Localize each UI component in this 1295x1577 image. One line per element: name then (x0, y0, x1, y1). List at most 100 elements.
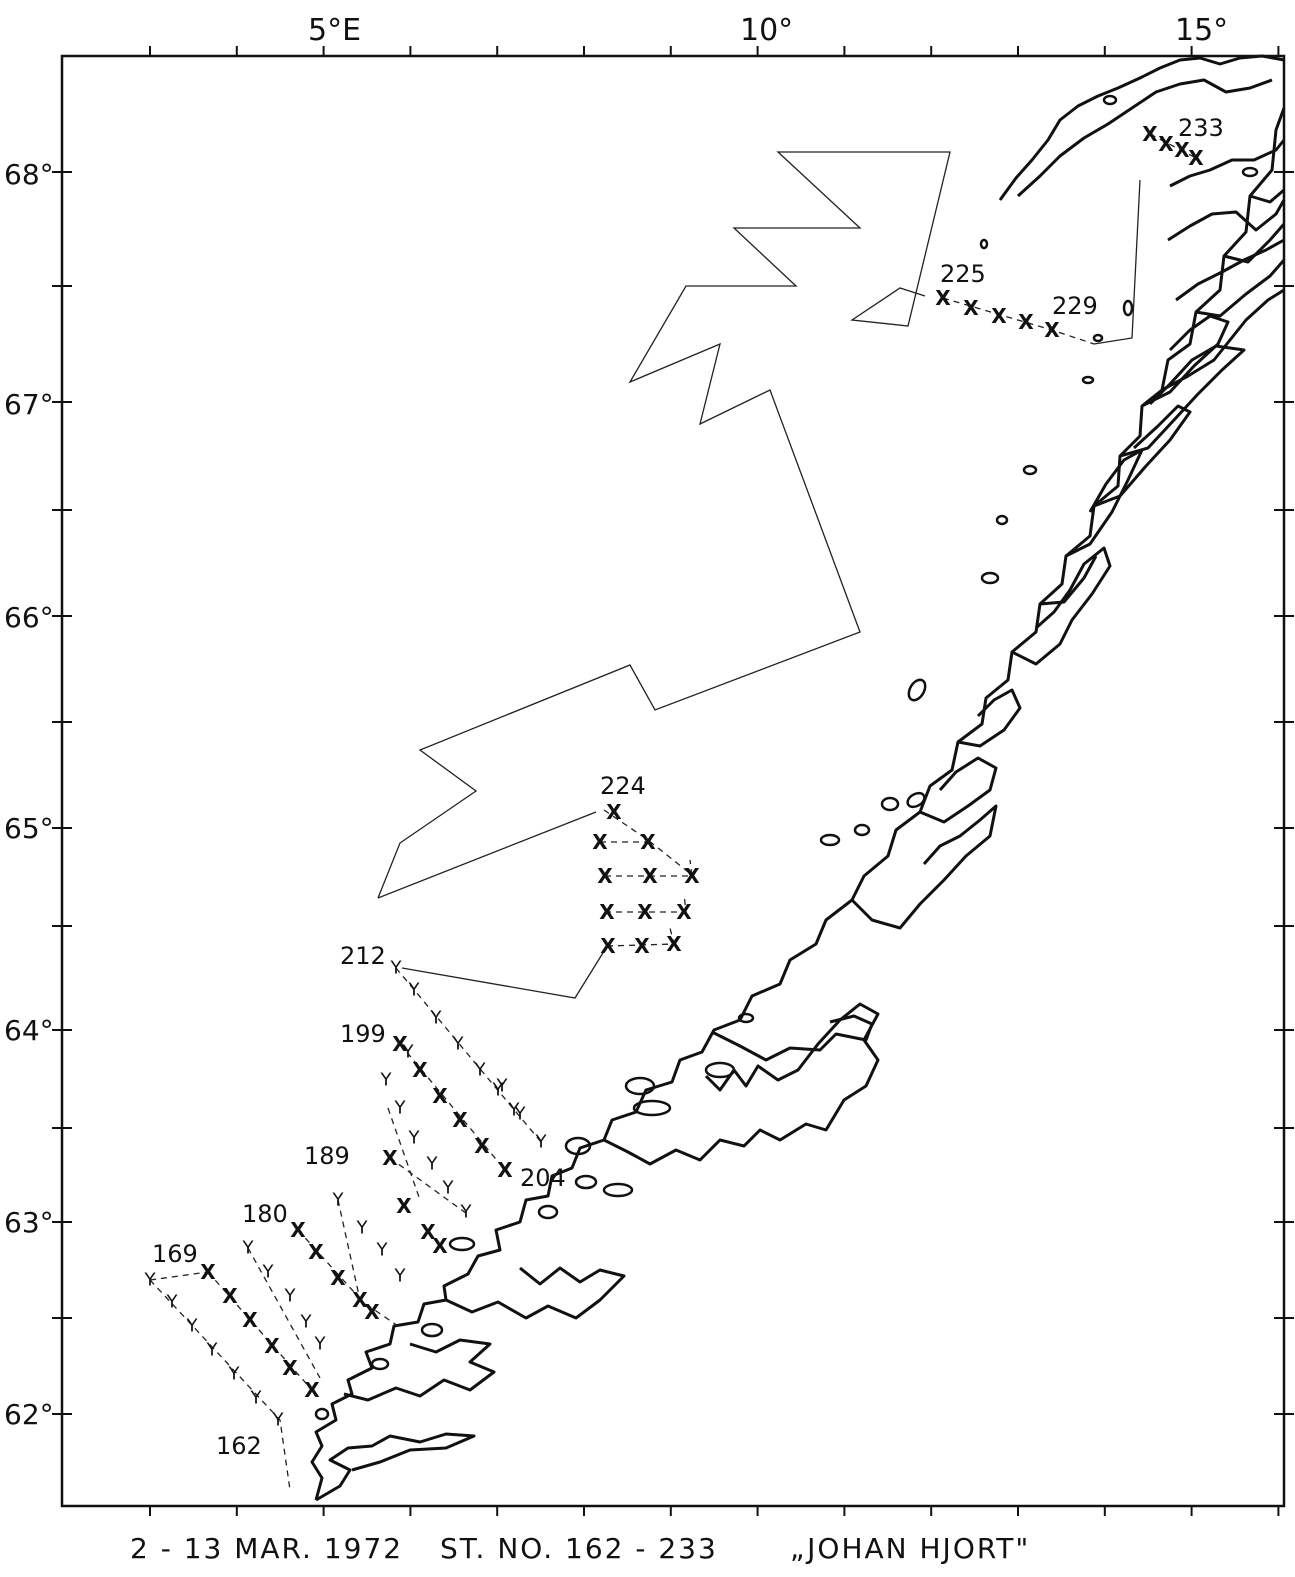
station-marker-x: X (666, 932, 682, 956)
station-marker-y: Y (394, 1266, 407, 1287)
station-marker-x: X (497, 1158, 513, 1182)
station-marker-x: X (396, 1194, 412, 1218)
station-marker-x: X (432, 1084, 448, 1108)
station-label-224: 224 (600, 772, 646, 800)
latitude-label-66: 66° (4, 601, 54, 634)
station-marker-x: X (640, 830, 656, 854)
latitude-label-65: 65° (4, 812, 54, 845)
latitude-label-64: 64° (4, 1014, 54, 1047)
station-marker-x: X (200, 1260, 216, 1284)
station-marker-y: Y (300, 1312, 313, 1333)
station-marker-x: X (1142, 122, 1158, 146)
station-marker-x: X (452, 1108, 468, 1132)
caption-dates: 2 - 13 MAR. 1972 (130, 1532, 404, 1565)
station-label-189: 189 (304, 1142, 350, 1170)
station-markers: X X XXX X X X XXX XX X XX X XX X XXXXXXXXXXXXXXXXXXXX… (144, 122, 1205, 1431)
station-marker-y: Y (535, 1132, 548, 1153)
station-marker-y: Y (430, 1008, 443, 1029)
station-marker-y: Y (356, 1218, 369, 1239)
station-marker-y: Y (380, 1070, 393, 1091)
station-marker-y: Y (474, 1060, 487, 1081)
station-marker-x: X (242, 1308, 258, 1332)
longitude-label-15: 15° (1175, 13, 1228, 48)
station-label-233: 233 (1178, 114, 1224, 142)
station-marker-y: Y (186, 1316, 199, 1337)
station-marker-x: X (290, 1218, 306, 1242)
longitude-label-10: 10° (740, 13, 793, 48)
station-marker-x: X (364, 1300, 380, 1324)
station-marker-x: X (597, 864, 613, 888)
station-marker-x: X (935, 286, 951, 310)
station-marker-y: Y (402, 1042, 415, 1063)
station-marker-x: X (392, 1032, 408, 1056)
station-marker-x: X (1018, 310, 1034, 334)
station-marker-y: Y (272, 1410, 285, 1431)
station-marker-x: X (1044, 318, 1060, 342)
latitude-label-67: 67° (4, 388, 54, 421)
station-marker-x: X (642, 864, 658, 888)
station-marker-y: Y (144, 1270, 157, 1291)
station-marker-x: X (600, 934, 616, 958)
station-label-212: 212 (340, 942, 386, 970)
station-label-225: 225 (940, 260, 986, 288)
station-marker-y: Y (496, 1076, 509, 1097)
station-transects (149, 133, 1197, 1491)
station-marker-x: X (599, 900, 615, 924)
station-marker-x: X (1174, 138, 1190, 162)
caption-vessel: „JOHAN HJORT" (790, 1532, 1031, 1565)
station-marker-x: X (308, 1240, 324, 1264)
station-marker-y: Y (206, 1340, 219, 1361)
station-marker-y: Y (514, 1104, 527, 1125)
station-marker-y: Y (262, 1262, 275, 1283)
station-marker-x: X (963, 296, 979, 320)
station-marker-y: Y (284, 1286, 297, 1307)
station-marker-x: X (634, 934, 650, 958)
station-label-204: 204 (520, 1164, 566, 1192)
station-marker-x: X (432, 1234, 448, 1258)
station-marker-x: X (330, 1266, 346, 1290)
station-marker-x: X (1158, 132, 1174, 156)
latitude-label-62: 62° (4, 1398, 54, 1431)
station-marker-y: Y (228, 1364, 241, 1385)
station-marker-y: Y (314, 1334, 327, 1355)
station-marker-y: Y (408, 1128, 421, 1149)
latitude-label-63: 63° (4, 1206, 54, 1239)
station-marker-x: X (382, 1146, 398, 1170)
station-marker-y: Y (242, 1238, 255, 1259)
station-marker-x: X (420, 1220, 436, 1244)
station-marker-x: X (282, 1356, 298, 1380)
station-label-180: 180 (242, 1200, 288, 1228)
latitude-label-68: 68° (4, 158, 54, 191)
station-marker-x: X (264, 1334, 280, 1358)
station-label-169: 169 (152, 1240, 198, 1268)
station-marker-y: Y (426, 1154, 439, 1175)
station-marker-y: Y (492, 1080, 505, 1101)
station-marker-y: Y (442, 1178, 455, 1199)
station-marker-y: Y (508, 1100, 521, 1121)
coastline (310, 54, 1286, 1502)
station-label-199: 199 (340, 1020, 386, 1048)
station-marker-x: X (474, 1134, 490, 1158)
station-marker-y: Y (390, 958, 403, 979)
station-label-229: 229 (1052, 292, 1098, 320)
station-marker-y: Y (166, 1292, 179, 1313)
latitude-ticks (52, 171, 1294, 1415)
station-marker-x: X (352, 1288, 368, 1312)
station-marker-x: X (991, 304, 1007, 328)
station-marker-y: Y (408, 980, 421, 1001)
station-marker-x: X (684, 864, 700, 888)
cruise-track (377, 151, 1141, 999)
station-marker-x: X (1188, 146, 1204, 170)
caption-stations: ST. NO. 162 - 233 (440, 1532, 718, 1565)
station-marker-y: Y (394, 1098, 407, 1119)
station-marker-y: Y (376, 1240, 389, 1261)
map-frame (60, 54, 1286, 1508)
station-marker-x: X (637, 900, 653, 924)
station-marker-y: Y (452, 1034, 465, 1055)
station-marker-y: Y (250, 1388, 263, 1409)
station-marker-y: Y (460, 1202, 473, 1223)
station-marker-y: Y (332, 1190, 345, 1211)
station-label-162: 162 (216, 1432, 262, 1460)
longitude-ticks (149, 46, 1280, 1516)
station-marker-x: X (592, 830, 608, 854)
